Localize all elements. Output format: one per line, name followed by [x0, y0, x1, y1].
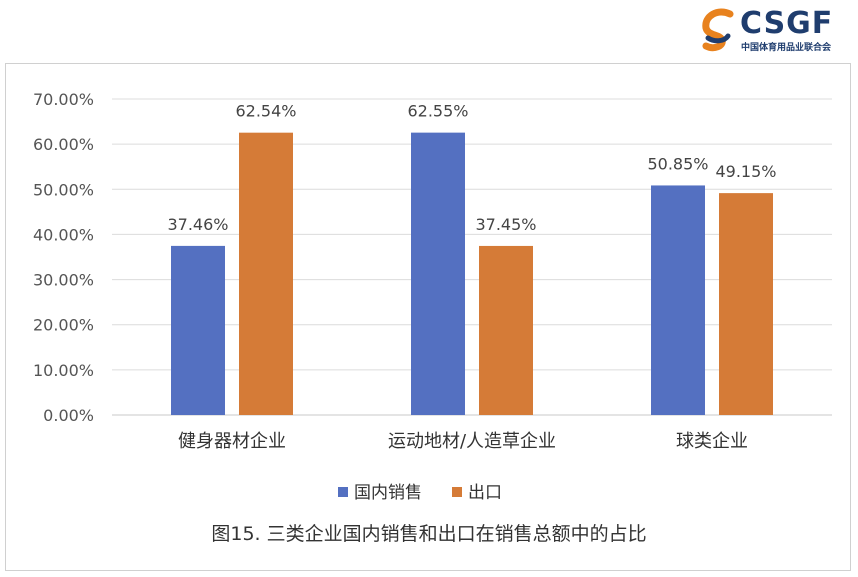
- legend-swatch: [452, 487, 462, 497]
- logo-subtitle: 中国体育用品业联合会: [741, 43, 832, 53]
- chart-frame: [5, 63, 851, 571]
- x-tick-label: 球类企业: [676, 431, 748, 452]
- y-tick-label: 10.00%: [33, 361, 94, 380]
- x-tick-label: 运动地材/人造草企业: [388, 431, 556, 452]
- data-label: 49.15%: [715, 162, 776, 181]
- csgf-logo: CSGF 中国体育用品业联合会: [700, 6, 850, 58]
- csgf-emblem-icon: [702, 8, 734, 52]
- y-tick-label: 40.00%: [33, 225, 94, 244]
- legend-label: 出口: [468, 483, 502, 503]
- legend-swatch: [338, 487, 348, 497]
- y-tick-label: 50.00%: [33, 180, 94, 199]
- chart-title: 图15. 三类企业国内销售和出口在销售总额中的占比: [211, 523, 647, 545]
- bar: [719, 193, 773, 415]
- bar: [239, 132, 293, 415]
- bar: [479, 245, 533, 415]
- legend-label: 国内销售: [354, 483, 422, 503]
- y-tick-label: 20.00%: [33, 316, 94, 335]
- y-tick-label: 30.00%: [33, 271, 94, 290]
- data-label: 37.45%: [475, 215, 536, 234]
- bar: [171, 245, 225, 415]
- data-label: 50.85%: [647, 154, 708, 173]
- logo-text: CSGF: [740, 6, 834, 41]
- data-label: 62.55%: [407, 102, 468, 121]
- y-tick-label: 0.00%: [43, 406, 94, 425]
- y-tick-label: 60.00%: [33, 135, 94, 154]
- x-tick-label: 健身器材企业: [178, 431, 286, 452]
- bar: [411, 132, 465, 416]
- bar: [651, 185, 705, 415]
- y-tick-label: 70.00%: [33, 90, 94, 109]
- data-label: 37.46%: [167, 215, 228, 234]
- data-label: 62.54%: [235, 102, 296, 121]
